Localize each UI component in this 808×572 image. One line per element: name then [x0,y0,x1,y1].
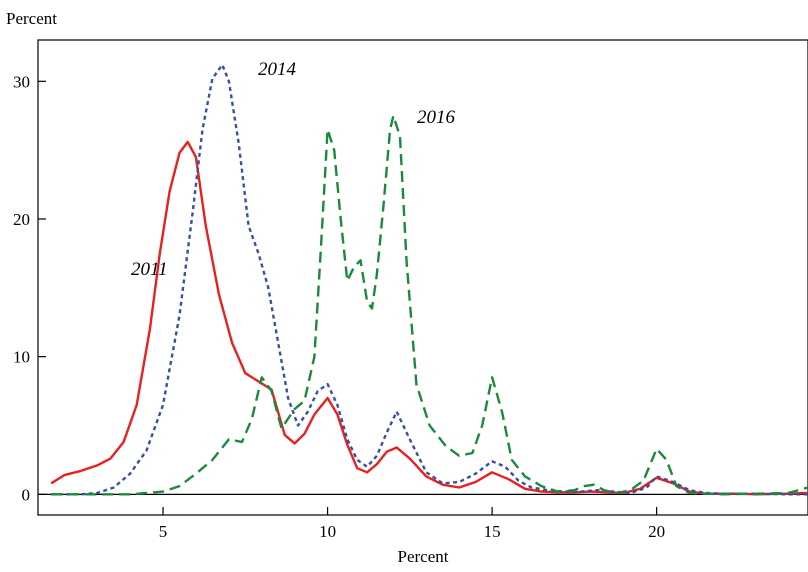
y-tick-label: 20 [13,210,30,229]
y-tick-label: 30 [13,72,30,91]
tick-layer: 5 10 15 20 0 10 20 30 [13,72,665,541]
y-tick-label: 10 [13,348,30,367]
series-label-layer: 2011 2014 2016 [131,59,456,280]
series-line-2014 [51,63,808,496]
x-tick-label: 20 [648,522,665,541]
series-line-2016 [51,114,808,496]
plot-frame [37,39,808,516]
x-tick-label: 10 [319,522,336,541]
series-label-2011: 2011 [131,259,168,280]
series-label-2016: 2016 [417,107,456,128]
series-layer [50,63,808,496]
series-label-2014: 2014 [258,59,297,80]
y-tick-label: 0 [22,485,31,504]
series-line-2011 [50,140,808,496]
x-axis-title: Percent [398,547,449,566]
x-tick-label: 5 [159,522,168,541]
x-tick-label: 15 [484,522,501,541]
y-axis-title: Percent [6,9,57,28]
